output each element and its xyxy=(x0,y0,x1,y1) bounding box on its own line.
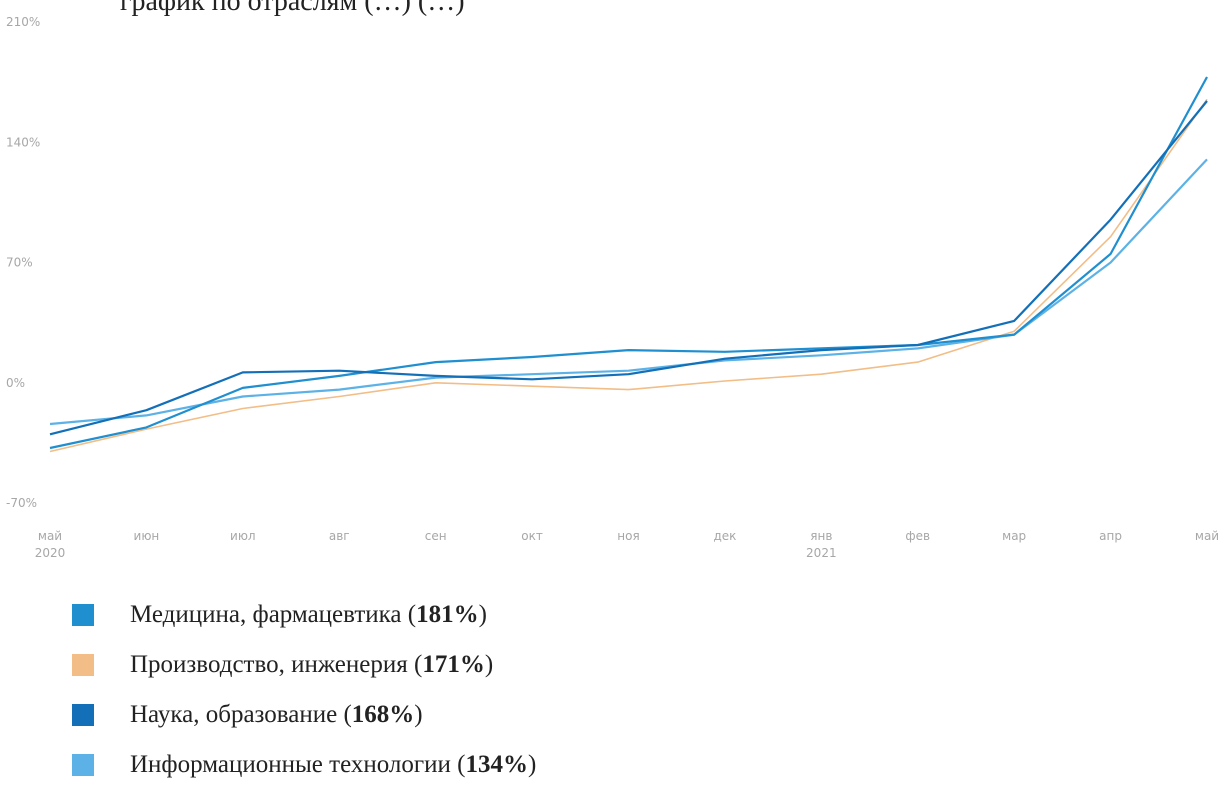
series-line xyxy=(49,158,1208,426)
legend-series-name: Информационные технологии xyxy=(130,751,451,778)
y-tick-label: -70% xyxy=(6,496,37,510)
clipped-heading-fragment: график по отраслям (…) (…) xyxy=(120,0,465,17)
legend-label: Информационные технологии (134%) xyxy=(130,751,537,778)
x-tick-label: окт xyxy=(521,529,543,543)
x-tick-label: мар xyxy=(1002,529,1026,543)
legend-label: Медицина, фармацевтика (181%) xyxy=(130,601,487,628)
x-tick-label: июл xyxy=(230,529,256,543)
legend-swatch xyxy=(72,704,94,726)
legend-series-value: 168% xyxy=(351,701,415,728)
line-chart: -70% 0% 70% 140% 210% май июн июл авг сен окт ноя д… xyxy=(6,15,1219,560)
x-tick-label: ноя xyxy=(617,529,639,543)
x-tick-label: май xyxy=(1195,529,1219,543)
legend-swatch xyxy=(72,604,94,626)
x-year-label: 2020 xyxy=(35,546,66,560)
legend-item: Наука, образование (168%) xyxy=(72,690,536,740)
legend-item: Информационные технологии (134%) xyxy=(72,740,536,790)
legend-label: Наука, образование (168%) xyxy=(130,701,423,728)
legend-series-value: 181% xyxy=(416,601,479,628)
legend-series-name: Наука, образование xyxy=(130,701,338,728)
y-tick-label: 70% xyxy=(6,256,33,270)
x-tick-label: авг xyxy=(329,529,350,543)
legend: Медицина, фармацевтика (181%) Производств… xyxy=(72,590,536,790)
series-line xyxy=(49,100,1208,436)
x-axis: май июн июл авг сен окт ноя дек янв фев мар апр май 2… xyxy=(35,529,1219,560)
legend-series-value: 134% xyxy=(465,751,528,778)
x-year-label: 2021 xyxy=(806,546,837,560)
x-tick-label: фев xyxy=(905,529,930,543)
x-tick-label: дек xyxy=(713,529,736,543)
series-line xyxy=(49,76,1208,450)
y-tick-label: 140% xyxy=(6,135,40,149)
y-tick-label: 0% xyxy=(6,376,25,390)
legend-swatch xyxy=(72,654,94,676)
legend-series-name: Производство, инженерия xyxy=(130,651,408,678)
x-tick-label: сен xyxy=(425,529,447,543)
legend-item: Производство, инженерия (171%) xyxy=(72,640,536,690)
y-tick-label: 210% xyxy=(6,15,40,29)
legend-swatch xyxy=(72,754,94,776)
y-axis: -70% 0% 70% 140% 210% xyxy=(6,15,40,510)
legend-series-name: Медицина, фармацевтика xyxy=(130,601,402,628)
x-tick-label: май xyxy=(38,529,62,543)
x-tick-label: апр xyxy=(1099,529,1122,543)
legend-label: Производство, инженерия (171%) xyxy=(130,651,494,678)
x-tick-label: июн xyxy=(134,529,160,543)
series-line xyxy=(49,98,1208,453)
legend-series-value: 171% xyxy=(422,651,485,678)
series-lines xyxy=(49,76,1208,453)
legend-item: Медицина, фармацевтика (181%) xyxy=(72,590,536,640)
x-tick-label: янв xyxy=(810,529,832,543)
